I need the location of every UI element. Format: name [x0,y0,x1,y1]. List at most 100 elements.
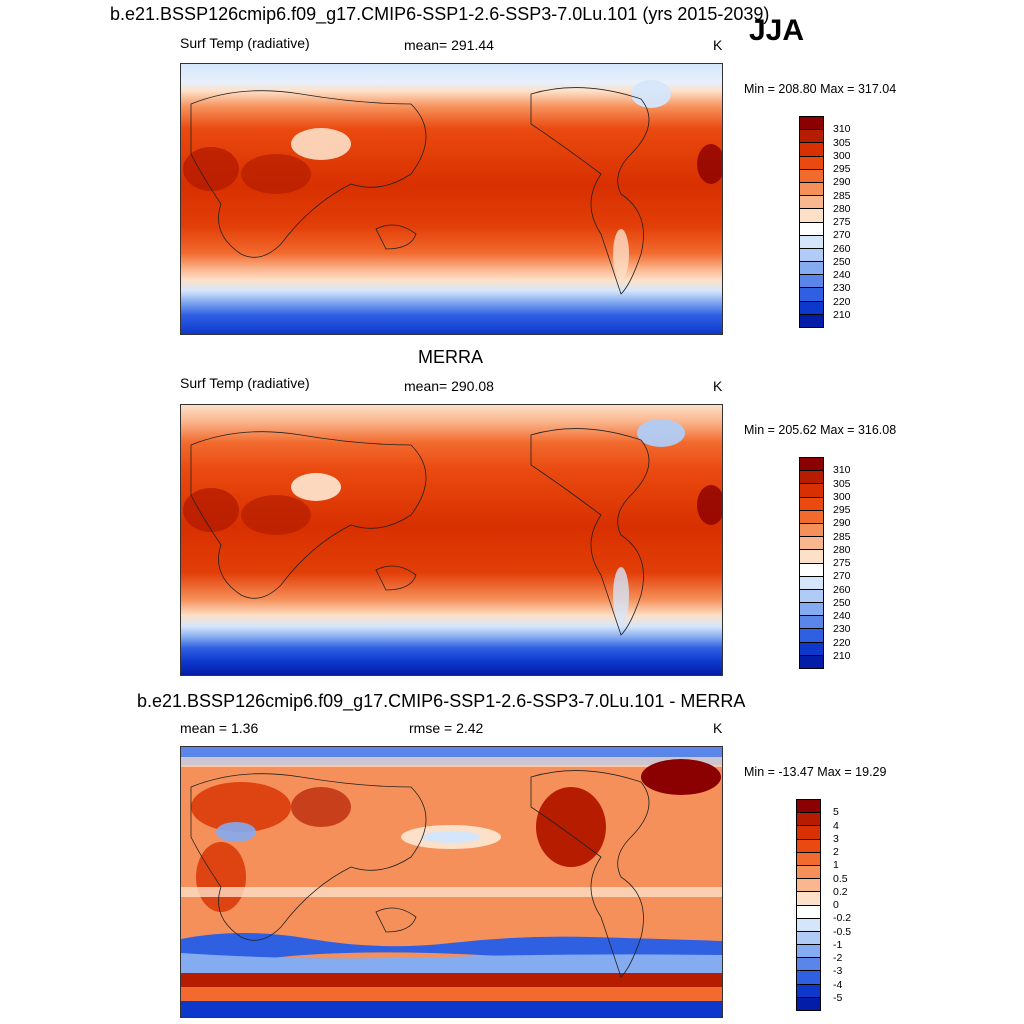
panel2-variable: Surf Temp (radiative) [180,375,310,391]
panel1-map [180,63,723,335]
colorbar-tick-label: 4 [833,819,839,832]
colorbar-tick-label: 220 [833,295,851,308]
colorbar-tick-label: -5 [833,991,843,1004]
colorbar-swatch [800,275,823,289]
colorbar-swatch [797,813,820,827]
colorbar-swatch [800,169,823,183]
colorbar-swatch [797,931,820,946]
panel1-mean: mean= 291.44 [404,37,494,53]
colorbar-tick-label: 275 [833,216,851,228]
panel1-units: K [713,37,723,53]
colorbar-tick-label: 3 [833,832,839,845]
colorbar-swatch [800,262,823,276]
colorbar-swatch [800,510,823,524]
colorbar-swatch [797,865,820,880]
colorbar-tick-label: 250 [833,255,851,268]
colorbar-swatch [797,826,820,840]
panel1-variable: Surf Temp (radiative) [180,35,310,51]
main-title: b.e21.BSSP126cmip6.f09_g17.CMIP6-SSP1-2.… [110,4,770,24]
colorbar-tick-label: -2 [833,952,843,964]
colorbar-tick-label: 285 [833,189,851,202]
colorbar-tick-label: 270 [833,229,851,242]
colorbar-swatch [800,497,823,511]
colorbar-swatch [800,550,823,564]
colorbar-tick-label: -0.2 [833,912,852,925]
colorbar-swatch [800,196,823,210]
colorbar-swatch [800,314,823,327]
colorbar-swatch [800,589,823,604]
colorbar-swatch [800,182,823,197]
colorbar-swatch [800,301,823,315]
colorbar-swatch [800,471,823,485]
colorbar-swatch [797,905,820,919]
panel2-minmax: Min = 205.62 Max = 316.08 [744,423,897,437]
panel3-map [180,746,723,1018]
colorbar-swatch [800,642,823,656]
colorbar-swatch [797,852,820,866]
colorbar-tick-label: 230 [833,282,851,295]
panel3-colorbar [796,799,821,1011]
colorbar-swatch [800,248,823,263]
colorbar-tick-label: 5 [833,806,839,819]
panel2-units: K [713,378,723,394]
colorbar-tick-label: 210 [833,308,851,321]
colorbar-swatch [800,235,823,249]
colorbar-swatch [800,156,823,170]
colorbar-tick-label: -3 [833,965,843,978]
panel2-mean: mean= 290.08 [404,378,494,394]
colorbar-tick-label: 305 [833,477,851,490]
colorbar-tick-label: 295 [833,504,851,516]
colorbar-swatch [800,523,823,538]
colorbar-tick-label: 2 [833,846,839,858]
colorbar-swatch [800,222,823,236]
colorbar-tick-label: 280 [833,202,851,215]
panel3-units: K [713,720,723,736]
colorbar-tick-label: 270 [833,570,851,583]
colorbar-swatch [797,892,820,906]
colorbar-tick-label: 260 [833,583,851,596]
season-label: JJA [749,14,805,47]
colorbar-swatch [797,984,820,998]
panel3-minmax: Min = -13.47 Max = 19.29 [744,765,887,779]
colorbar-tick-label: 1 [833,859,839,872]
colorbar-swatch [800,484,823,498]
colorbar-swatch [797,839,820,853]
colorbar-swatch [797,800,820,814]
colorbar-tick-label: 290 [833,517,851,530]
panel3-mean: mean = 1.36 [180,720,259,736]
colorbar-swatch [800,576,823,590]
panel1-colorbar [799,116,824,328]
colorbar-swatch [800,143,823,157]
colorbar-tick-label: 0.5 [833,872,848,885]
colorbar-swatch [797,971,820,985]
colorbar-swatch [797,958,820,972]
colorbar-swatch [797,918,820,932]
panel1-minmax: Min = 208.80 Max = 317.04 [744,82,897,96]
colorbar-tick-label: 260 [833,242,851,255]
colorbar-tick-label: 250 [833,596,851,609]
colorbar-swatch [800,288,823,302]
colorbar-tick-label: 230 [833,623,851,636]
colorbar-tick-label: 290 [833,176,851,189]
colorbar-swatch [800,563,823,577]
panel2-map [180,404,723,676]
colorbar-tick-label: 285 [833,530,851,543]
colorbar-tick-label: 210 [833,649,851,662]
colorbar-tick-label: 300 [833,149,851,162]
colorbar-swatch [797,997,820,1010]
colorbar-tick-label: 240 [833,610,851,622]
panel3-title: b.e21.BSSP126cmip6.f09_g17.CMIP6-SSP1-2.… [137,691,746,711]
colorbar-tick-label: 310 [833,123,851,136]
colorbar-swatch [800,655,823,668]
colorbar-tick-label: 0.2 [833,885,848,898]
colorbar-tick-label: 0 [833,899,839,911]
colorbar-swatch [800,537,823,551]
panel2-title: MERRA [418,347,484,367]
colorbar-swatch [800,603,823,617]
colorbar-swatch [797,945,820,959]
colorbar-swatch [797,879,820,893]
colorbar-swatch [800,458,823,472]
colorbar-tick-label: 305 [833,136,851,149]
colorbar-swatch [800,616,823,630]
colorbar-swatch [800,629,823,643]
